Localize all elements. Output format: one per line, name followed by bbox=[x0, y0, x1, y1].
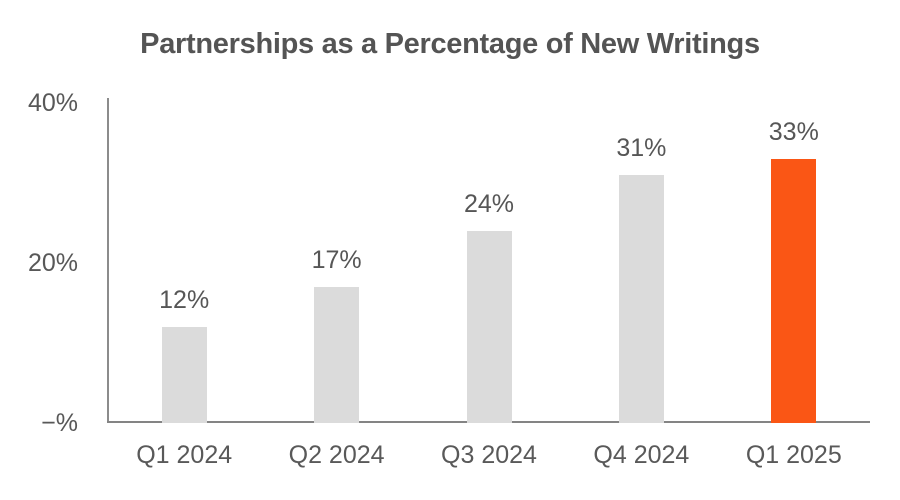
bar-value-label: 31% bbox=[616, 134, 667, 162]
x-tick-label: Q1 2025 bbox=[745, 441, 842, 469]
x-tick-label: Q1 2024 bbox=[136, 441, 233, 469]
bar-value-label: 24% bbox=[463, 190, 515, 218]
y-tick-label: 40% bbox=[27, 88, 78, 117]
x-tick-label: Q4 2024 bbox=[593, 441, 690, 469]
bar bbox=[314, 287, 360, 423]
chart-title: Partnerships as a Percentage of New Writ… bbox=[140, 28, 760, 60]
x-tick-label: Q2 2024 bbox=[288, 441, 385, 469]
y-tick-label: −% bbox=[41, 408, 78, 437]
y-axis-line bbox=[107, 98, 109, 423]
y-tick-label: 20% bbox=[27, 248, 78, 277]
bar bbox=[618, 175, 664, 423]
bar-value-label: 33% bbox=[768, 118, 819, 146]
bar-value-label: 17% bbox=[311, 246, 362, 274]
bar-value-label: 12% bbox=[159, 286, 210, 314]
bar bbox=[466, 231, 512, 423]
bar-highlighted bbox=[771, 159, 817, 423]
bar bbox=[161, 327, 207, 423]
x-tick-label: Q3 2024 bbox=[441, 441, 537, 469]
